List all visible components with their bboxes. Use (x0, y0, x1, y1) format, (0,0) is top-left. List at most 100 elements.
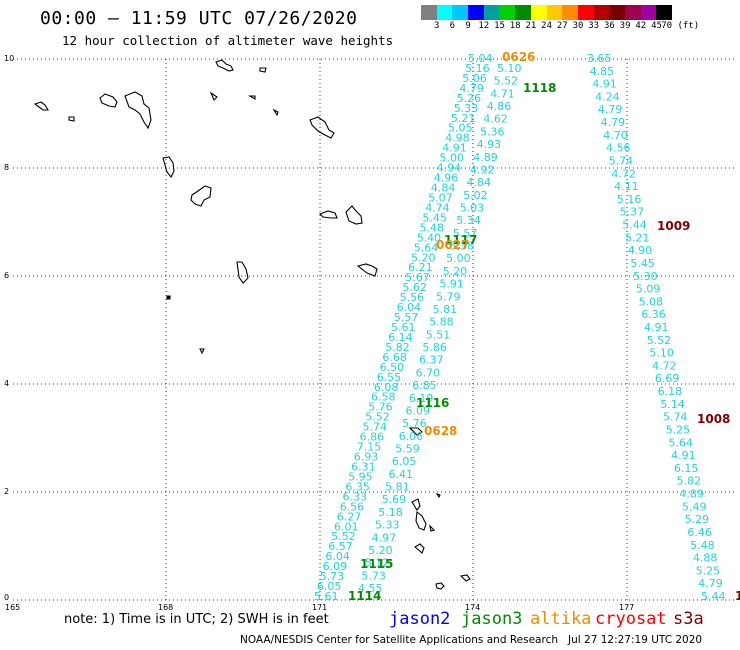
swh-value: 5.79 (436, 290, 461, 303)
swh-value: 5.25 (666, 424, 691, 437)
swh-value: 5.37 (620, 206, 645, 219)
lat-tick-label: 8 (4, 163, 9, 172)
swh-value: 7.15 (357, 441, 382, 454)
color-swatch (609, 5, 625, 20)
swh-value: 6.37 (419, 354, 444, 367)
swh-value: 6.05 (317, 580, 342, 593)
swh-value: 5.82 (385, 341, 410, 354)
pass-time-label: 1117 (444, 233, 477, 247)
swh-value: 5.95 (348, 470, 373, 483)
color-swatch (436, 5, 453, 20)
color-swatch (421, 5, 437, 20)
lat-tick-label: 4 (4, 379, 9, 388)
color-scale-labels: 3 6 9 12 15 18 21 24 27 30 33 36 39 42 45 70 (ft) (421, 21, 740, 33)
color-swatch (577, 5, 594, 20)
swh-value: 5.33 (454, 102, 479, 115)
color-swatch (593, 5, 610, 20)
swh-value: 5.04 (468, 52, 493, 65)
swh-value: 6.68 (382, 351, 407, 364)
swh-value: 4.91 (442, 142, 467, 155)
swh-value: 6.41 (389, 468, 414, 481)
swh-value: 6.36 (641, 308, 666, 321)
legend-cryosat: cryosat (595, 609, 667, 629)
swh-value: 6.04 (325, 550, 350, 563)
pass-time-label: 1114 (348, 589, 381, 603)
swh-value: 5.88 (429, 316, 454, 329)
pass-time-label: 0626 (502, 50, 535, 64)
swh-value: 5.10 (649, 347, 674, 360)
swh-value: 6.27 (337, 510, 362, 523)
swh-value: 4.98 (445, 132, 470, 145)
color-scale-label: 27 (556, 21, 568, 31)
swh-value: 6.33 (343, 490, 368, 503)
color-swatch (530, 5, 547, 20)
swh-value: 5.74 (363, 421, 388, 434)
swh-value: 4.79 (601, 116, 626, 129)
legend-altika: altika (530, 609, 592, 629)
lat-tick-label: 10 (4, 54, 14, 63)
swh-value: 5.48 (420, 221, 445, 234)
swh-value: 5.74 (663, 411, 688, 424)
swh-value: 4.94 (437, 162, 462, 175)
swh-value: 4.84 (431, 182, 456, 195)
swh-value: 5.52 (494, 75, 518, 88)
swh-value: 4.62 (483, 113, 508, 126)
swh-value: 5.38 (450, 240, 475, 253)
swh-value: 5.82 (677, 475, 702, 488)
swh-value: 6.70 (416, 366, 441, 379)
swh-value: 4.72 (652, 359, 677, 372)
swh-value: 4.91 (671, 449, 696, 462)
color-swatch (562, 5, 578, 20)
swh-value: 5.14 (660, 398, 685, 411)
swh-value: 5.00 (446, 252, 471, 265)
swh-value: 4.91 (644, 321, 669, 334)
swh-value: 5.02 (463, 189, 488, 202)
swh-value: 6.86 (360, 431, 385, 444)
swh-value: 5.36 (480, 125, 505, 138)
swh-value: 5.74 (609, 155, 634, 168)
swh-value: 5.16 (465, 62, 490, 75)
swh-value: 5.30 (633, 270, 658, 283)
swh-value: 5.12 (365, 557, 390, 570)
swh-value: 6.31 (351, 461, 376, 474)
color-swatch (515, 5, 531, 20)
y-axis: 0 2 4 6 8 10 (4, 54, 14, 602)
swh-value: 6.04 (397, 301, 422, 314)
swh-value: 5.29 (685, 513, 710, 526)
swh-value: 6.50 (380, 361, 405, 374)
swh-value: 5.76 (402, 417, 427, 430)
x-axis: 165 168 171 174 177 (5, 603, 634, 612)
swh-value: 6.19 (409, 392, 434, 405)
color-swatch (640, 5, 657, 20)
color-scale-label: 30 (572, 21, 584, 31)
swh-value: 4.91 (592, 78, 617, 91)
swh-value: 5.26 (457, 92, 482, 105)
color-swatch (656, 5, 672, 20)
swh-value: 5.59 (395, 443, 420, 456)
swh-value: 5.51 (426, 328, 451, 341)
swh-value: 5.34 (456, 214, 481, 227)
color-scale-label: 70 (ft) (661, 21, 700, 31)
lon-tick-label: 174 (465, 603, 480, 612)
color-scale-label: 21 (525, 21, 537, 31)
swh-value: 4.79 (459, 82, 484, 95)
swh-value: 4.79 (598, 103, 623, 116)
swh-value: 5.91 (439, 278, 464, 291)
swh-value: 5.64 (668, 436, 693, 449)
swh-value: 4.86 (487, 100, 512, 113)
swh-value: 3.65 (587, 52, 612, 65)
pass-time-label: 0628 (424, 424, 457, 438)
swh-value: 4.11 (614, 180, 639, 193)
swh-value: 4.79 (698, 577, 723, 590)
swh-value: 5.21 (451, 112, 476, 125)
legend-jason2: jason2 (389, 609, 451, 629)
swh-value: 5.49 (682, 500, 707, 513)
swh-value: 5.64 (414, 241, 439, 254)
swh-value: 6.35 (345, 480, 370, 493)
jason2-track-left: 5.616.055.736.096.046.575.526.016.276.56… (314, 52, 493, 603)
color-scale-label: 6 (449, 21, 456, 31)
swh-value: 6.05 (392, 455, 417, 468)
swh-value: 4.56 (606, 142, 631, 155)
swh-value: 4.90 (628, 244, 653, 257)
